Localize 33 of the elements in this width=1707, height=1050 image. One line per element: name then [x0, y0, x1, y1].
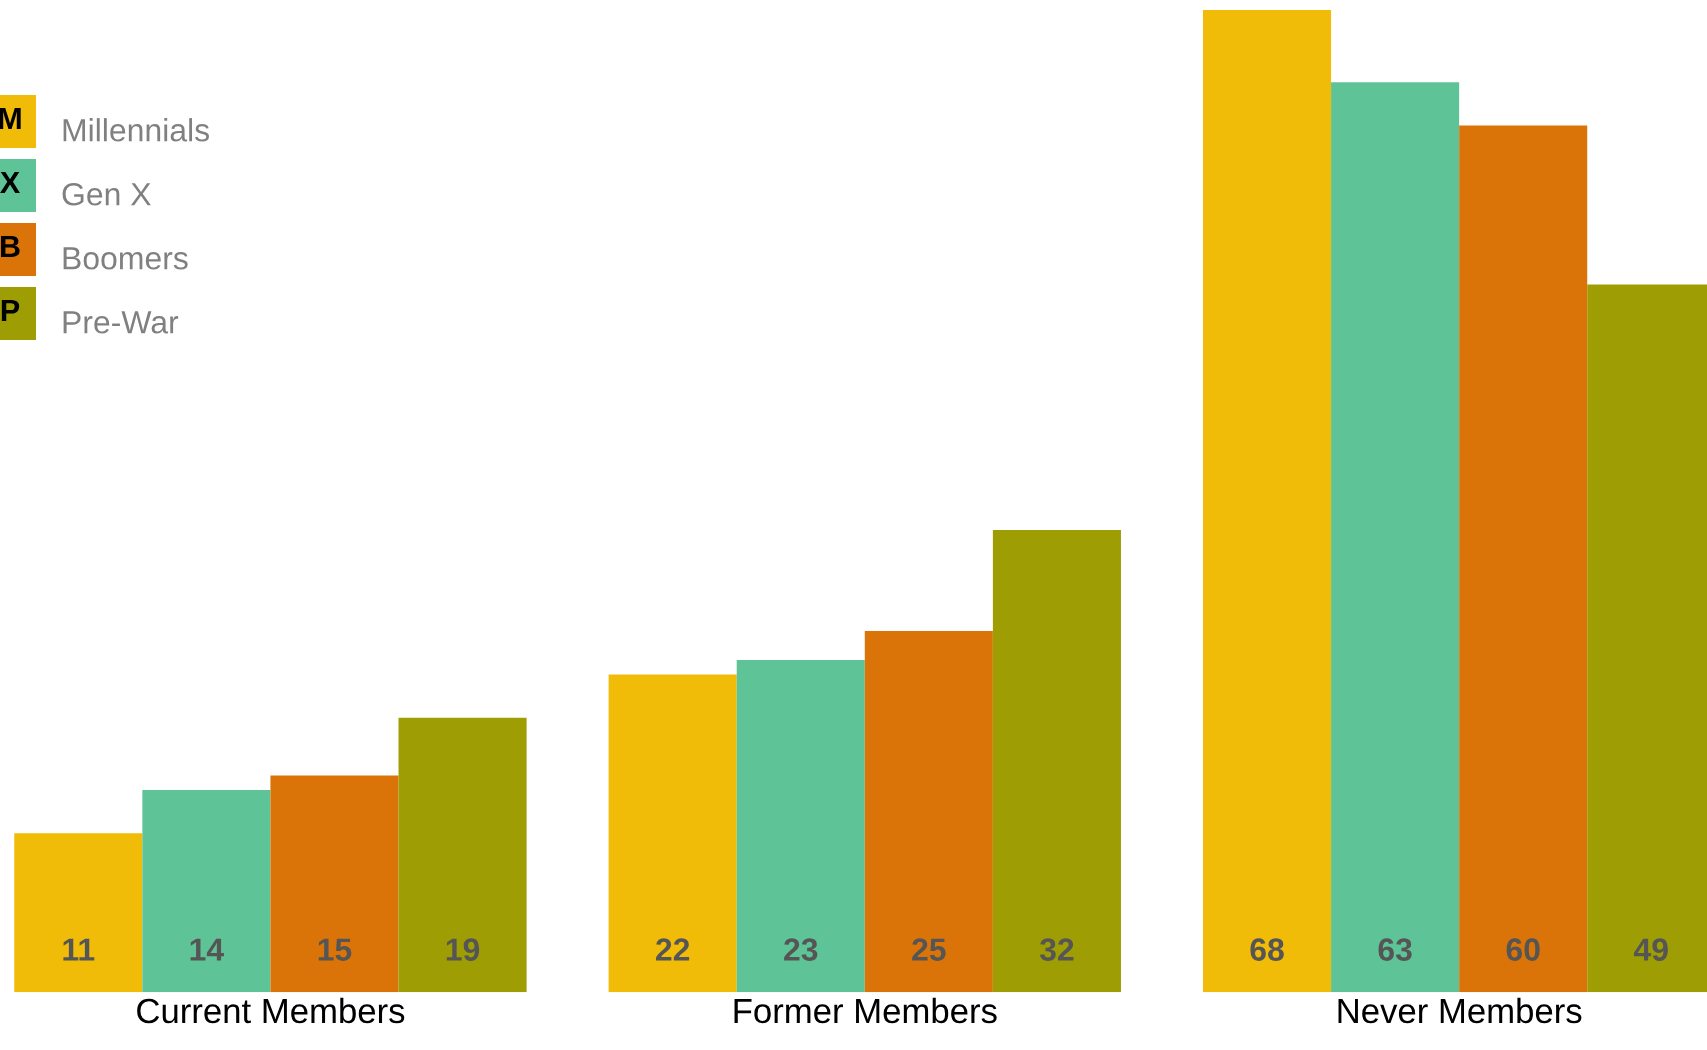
bar — [1202, 9, 1332, 993]
legend-label: Boomers — [63, 247, 188, 270]
data-label: 25 — [912, 938, 946, 961]
data-label: 15 — [318, 938, 352, 961]
bar — [270, 775, 399, 993]
legend-label: Pre-War — [63, 311, 179, 334]
data-label: 19 — [446, 938, 480, 961]
bar — [864, 631, 993, 993]
data-label: 11 — [63, 938, 95, 961]
x-tick-label: Former Members — [734, 997, 997, 1024]
bar — [608, 674, 737, 993]
x-tick-label: Never Members — [1338, 997, 1582, 1024]
annotation: P — [1, 299, 20, 321]
legend-label: Millennials — [63, 118, 209, 142]
bar — [992, 530, 1121, 993]
annotation: B — [1, 235, 20, 257]
bar — [14, 833, 143, 993]
bar — [736, 660, 865, 993]
bar — [142, 790, 271, 993]
annotation: M — [0, 107, 21, 129]
data-label: 49 — [1634, 938, 1668, 961]
annotation: X — [0, 171, 20, 193]
data-label: 63 — [1378, 938, 1412, 961]
data-label: 32 — [1039, 938, 1074, 961]
bar — [1331, 82, 1460, 993]
data-label: 22 — [656, 938, 690, 961]
x-tick-label: Current Members — [137, 997, 405, 1024]
data-label: 23 — [784, 938, 818, 961]
data-label: 68 — [1250, 938, 1284, 961]
legend-label: Gen X — [62, 182, 151, 206]
data-label: 14 — [190, 938, 224, 961]
data-label: 60 — [1506, 938, 1540, 961]
bar — [398, 717, 527, 993]
